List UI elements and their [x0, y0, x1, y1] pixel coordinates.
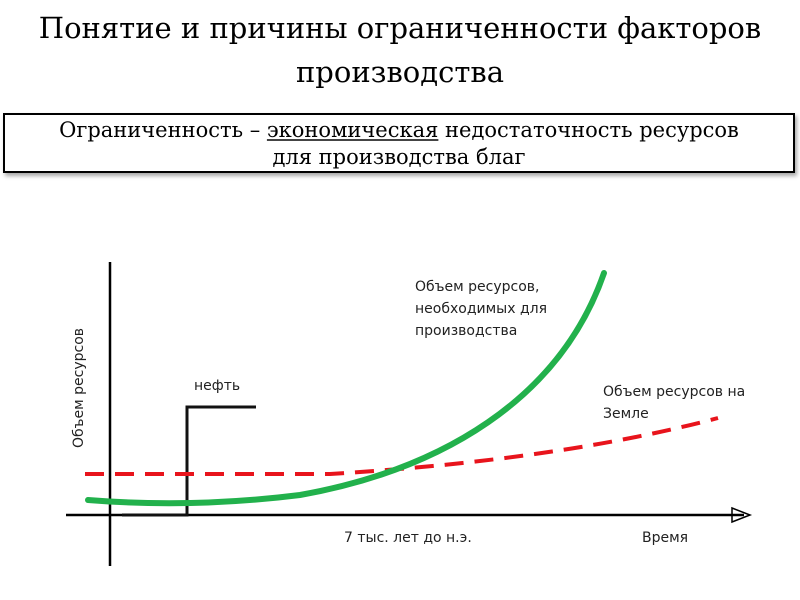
definition-box: Ограниченность – экономическая недостато… [3, 113, 795, 173]
definition-term: Ограниченность – [59, 118, 267, 142]
x-axis-arrowhead [731, 506, 753, 524]
definition-line-2: для производства благ [272, 145, 526, 169]
slide-title: Понятие и причины ограниченности факторо… [0, 6, 800, 94]
earth-resources-label: Объем ресурсов на Земле [603, 381, 745, 425]
earth-resources-curve [85, 416, 719, 476]
slide-title-line-1: Понятие и причины ограниченности факторо… [38, 11, 762, 45]
x-axis-label: Время [642, 530, 689, 546]
needed-label-line-2: необходимых для [415, 301, 547, 317]
needed-resources-curve [85, 270, 607, 507]
definition-rest: недостаточность ресурсов [438, 118, 739, 142]
oil-label: нефть [194, 378, 241, 394]
needed-label-line-3: производства [415, 323, 518, 339]
earth-label-line-2: Земле [603, 406, 649, 422]
y-axis-label: Объем ресурсов [71, 327, 87, 449]
x-tick-label: 7 тыс. лет до н.э. [344, 530, 472, 546]
needed-resources-label: Объем ресурсов, необходимых для производ… [415, 276, 547, 342]
definition-line-1: Ограниченность – экономическая недостато… [5, 117, 793, 144]
needed-label-line-1: Объем ресурсов, [415, 279, 540, 295]
slide-title-line-2: производства [295, 55, 505, 89]
oil-step-line [122, 405, 256, 517]
definition-underlined-word: экономическая [266, 118, 439, 142]
earth-label-line-1: Объем ресурсов на [603, 384, 746, 400]
